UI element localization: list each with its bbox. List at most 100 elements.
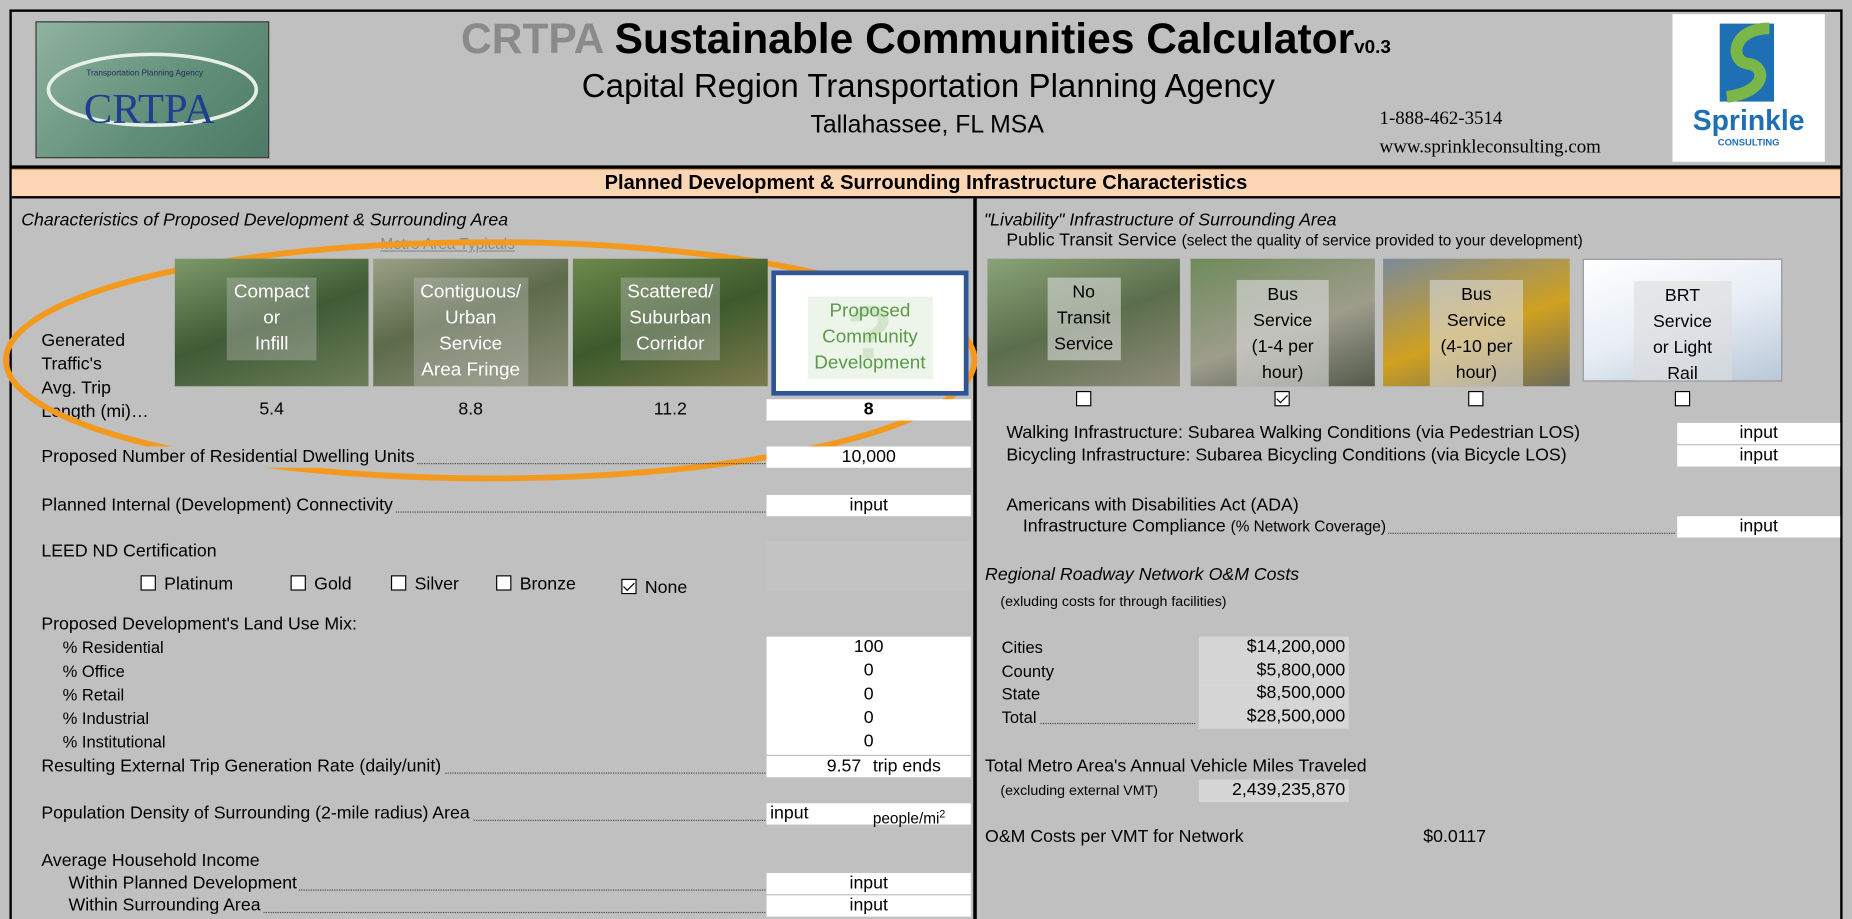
ada-label: Americans with Disabilities Act (ADA)	[1006, 495, 1298, 516]
om-item: State	[1002, 683, 1043, 704]
density-unit: people/mi2	[873, 803, 946, 829]
leed-checkbox[interactable]	[391, 575, 406, 590]
walking-label: Walking Infrastructure: Subarea Walking …	[1006, 423, 1580, 444]
density-value: input	[770, 803, 808, 824]
brand: CRTPA	[461, 14, 603, 62]
transit-checkbox[interactable]	[1274, 391, 1289, 406]
om-note: (exluding costs for through facilities)	[1000, 591, 1226, 612]
sprinkle-logo: Sprinkle CONSULTING	[1672, 14, 1824, 162]
website: www.sprinkleconsulting.com	[1380, 137, 1601, 158]
om-value: $14,200,000	[1199, 637, 1345, 658]
leed-option: None	[645, 578, 687, 599]
calculator: Transportation Planning Agency CRTPA CRT…	[0, 0, 1852, 919]
frame-left	[9, 9, 11, 919]
land-use-value[interactable]: 0	[767, 708, 971, 729]
income-item: Within Surrounding Area	[69, 895, 263, 916]
land-use-item: % Office	[63, 660, 125, 681]
leed-option: Gold	[314, 574, 351, 595]
om-item: Total	[1002, 706, 1039, 727]
cost-per-vmt-value: $0.0117	[1423, 827, 1486, 848]
income-value[interactable]: input	[767, 895, 971, 916]
ada-value[interactable]: input	[1677, 516, 1840, 537]
transit-image[interactable]: Bus Service (1-4 per hour)	[1191, 259, 1375, 387]
connectivity-value[interactable]: input	[767, 495, 971, 516]
bicycling-value[interactable]: input	[1677, 445, 1840, 466]
income-label: Average Household Income	[41, 850, 259, 871]
land-use-item: % Residential	[63, 637, 164, 658]
leed-checkbox[interactable]	[291, 575, 306, 590]
trip-rate-value: 9.57	[827, 756, 861, 777]
transit-image[interactable]: Bus Service (4-10 per hour)	[1383, 259, 1570, 387]
location: Tallahassee, FL MSA	[0, 111, 1852, 139]
left-heading: Characteristics of Proposed Development …	[21, 210, 508, 231]
scenario-value[interactable]: 8.8	[373, 399, 568, 420]
scenario-image[interactable]: ?Proposed Community Development	[771, 271, 968, 396]
scenario-image[interactable]: Contiguous/ Urban Service Area Fringe	[373, 259, 568, 387]
leed-option: Bronze	[520, 574, 576, 595]
vmt-note: (excluding external VMT)	[1000, 780, 1158, 801]
vmt-value: 2,439,235,870	[1199, 780, 1345, 801]
transit-label: Public Transit Service (select the quali…	[1006, 230, 1582, 251]
app-title: CRTPA Sustainable Communities Calculator…	[0, 14, 1852, 73]
logo-tag: CONSULTING	[1672, 137, 1824, 148]
ada-note: (% Network Coverage)	[1231, 517, 1386, 535]
leed-checkbox[interactable]	[621, 579, 636, 594]
leed-checkbox[interactable]	[496, 575, 511, 590]
trip-label: Generated Traffic's Avg. Trip Length (mi…	[41, 330, 148, 424]
cost-per-vmt-label: O&M Costs per VMT for Network	[985, 827, 1244, 848]
land-use-item: % Retail	[63, 684, 125, 705]
frame-right	[1840, 9, 1842, 919]
leed-option: Silver	[415, 574, 459, 595]
income-item: Within Planned Development	[69, 873, 300, 894]
bicycling-label: Bicycling Infrastructure: Subarea Bicycl…	[1006, 445, 1566, 466]
logo-name: Sprinkle	[1672, 106, 1824, 137]
income-value[interactable]: input	[767, 873, 971, 894]
transit-label: Bus Service (1-4 per hour)	[1237, 280, 1329, 386]
transit-checkbox[interactable]	[1468, 391, 1483, 406]
scenario-label: Scattered/ Suburban Corridor	[620, 278, 720, 361]
scenario-image[interactable]: Scattered/ Suburban Corridor	[573, 259, 768, 387]
transit-note: (select the quality of service provided …	[1182, 232, 1583, 250]
leed-option: Platinum	[164, 574, 233, 595]
om-label: Regional Roadway Network O&M Costs	[985, 565, 1299, 586]
om-item: County	[1002, 660, 1057, 681]
scenario-value[interactable]: 11.2	[573, 399, 768, 420]
scenario-value[interactable]: 8	[767, 399, 971, 420]
version: v0.3	[1354, 38, 1391, 58]
transit-label: Bus Service (4-10 per hour)	[1430, 280, 1523, 386]
transit-label: BRT Service or Light Rail	[1633, 281, 1732, 381]
phone: 1-888-462-3514	[1380, 109, 1503, 130]
scenario-label: Contiguous/ Urban Service Area Fringe	[413, 278, 528, 387]
transit-label: No Transit Service	[1047, 278, 1120, 361]
land-use-value[interactable]: 0	[767, 660, 971, 681]
right-heading: "Livability" Infrastructure of Surroundi…	[984, 210, 1337, 231]
om-value: $5,800,000	[1199, 660, 1345, 681]
transit-title: Public Transit Service	[1006, 230, 1176, 250]
land-use-label: Proposed Development's Land Use Mix:	[41, 614, 357, 635]
land-use-value[interactable]: 0	[767, 684, 971, 705]
scenario-value[interactable]: 5.4	[175, 399, 369, 420]
om-item: Cities	[1002, 637, 1046, 658]
trip-rate-unit: trip ends	[873, 756, 941, 777]
land-use-item: % Institutional	[63, 731, 166, 752]
frame-top	[9, 9, 1842, 11]
walking-value[interactable]: input	[1677, 423, 1840, 444]
transit-image[interactable]: No Transit Service	[987, 259, 1180, 387]
transit-checkbox[interactable]	[1075, 391, 1090, 406]
page: CRTPA Sustainable Communities Calculator…	[0, 0, 1852, 919]
dwelling-value[interactable]: 10,000	[767, 447, 971, 468]
dwelling-label: Proposed Number of Residential Dwelling …	[41, 447, 417, 468]
transit-checkbox[interactable]	[1674, 391, 1689, 406]
body: Transportation Planning Agency CRTPA CRT…	[0, 0, 1852, 919]
leed-checkbox[interactable]	[141, 575, 156, 590]
scenario-label: Proposed Community Development	[807, 296, 933, 379]
density-label: Population Density of Surrounding (2-mil…	[41, 803, 472, 824]
land-use-value[interactable]: 0	[767, 731, 971, 752]
transit-image[interactable]: BRT Service or Light Rail	[1583, 259, 1783, 382]
scenario-label: Compact or Infill	[227, 278, 317, 361]
scenario-image[interactable]: Compact or Infill	[175, 259, 369, 387]
ada-label2: Infrastructure Compliance (% Network Cov…	[1023, 516, 1388, 537]
land-use-value[interactable]: 100	[767, 637, 971, 658]
leed-label: LEED ND Certification	[41, 541, 216, 562]
logo-icon	[1672, 14, 1824, 108]
